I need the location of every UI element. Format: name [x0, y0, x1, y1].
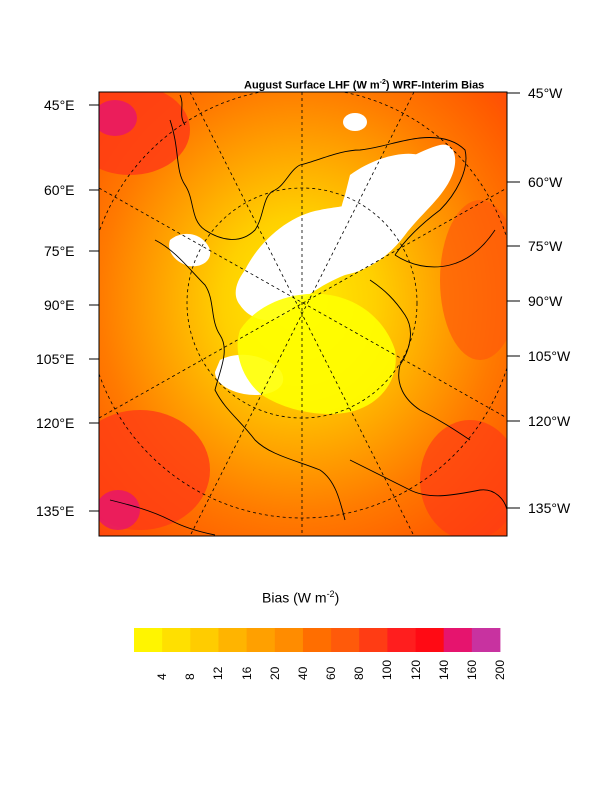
colorbar-tick-label: 40	[295, 666, 310, 680]
colorbar-swatch	[471, 628, 501, 652]
colorbar-swatch	[218, 628, 248, 652]
colorbar-tick-label: 8	[183, 673, 198, 680]
map-title: August Surface LHF (W m-2) WRF-Interim B…	[244, 79, 485, 92]
colorbar-title: Bias (W m-2)	[262, 589, 340, 606]
colorbar-tick-label: 16	[239, 666, 254, 680]
left-label-105e: 105°E	[36, 351, 75, 367]
colorbar-swatch	[415, 628, 445, 652]
right-label-45w: 45°W	[528, 85, 563, 101]
colorbar-tick-label: 160	[464, 659, 479, 680]
bias-patch-nw-peak	[99, 100, 137, 136]
bias-patch-ne	[440, 200, 507, 360]
colorbar-tick-label: 200	[493, 659, 507, 680]
left-label-120e: 120°E	[36, 415, 75, 431]
right-label-135w: 135°W	[528, 500, 571, 516]
colorbar-tick-label: 60	[324, 666, 339, 680]
bias-patch-sw-peak	[99, 490, 140, 530]
bias-patch-se	[420, 420, 507, 536]
graticule	[99, 92, 507, 536]
right-label-75w: 75°W	[528, 238, 563, 254]
axis-ticks	[89, 92, 520, 512]
colorbar-tick-label: 80	[352, 666, 367, 680]
colorbar-swatch	[162, 628, 191, 652]
colorbar-tick-label: 20	[267, 666, 282, 680]
left-label-75e: 75°E	[44, 243, 75, 259]
colorbar-tick-label: 140	[436, 659, 451, 680]
colorbar-swatch	[387, 628, 416, 652]
left-label-45e: 45°E	[44, 97, 75, 113]
colorbar-tick-label: 12	[211, 666, 226, 680]
left-label-90e: 90°E	[44, 297, 75, 313]
colorbar-swatch	[274, 628, 304, 652]
colorbar-tick-label: 4	[155, 673, 170, 680]
ice-region-greenland	[338, 153, 424, 245]
right-label-105w: 105°W	[528, 348, 571, 364]
colorbar-swatch	[246, 628, 276, 652]
colorbar-swatch	[190, 628, 219, 652]
pole-core	[237, 293, 396, 415]
ice-region-north	[343, 113, 367, 131]
colorbar-swatch	[443, 628, 473, 652]
colorbar	[134, 628, 501, 652]
colorbar-tick-label: 100	[380, 659, 395, 680]
colorbar-swatch	[331, 628, 360, 652]
right-label-60w: 60°W	[528, 174, 563, 190]
bias-patch-sw	[99, 410, 210, 530]
left-label-135e: 135°E	[36, 503, 75, 519]
right-label-90w: 90°W	[528, 293, 563, 309]
colorbar-tick-label: 120	[408, 659, 423, 680]
left-label-60e: 60°E	[44, 182, 75, 198]
colorbar-swatch	[359, 628, 388, 652]
colorbar-swatch	[134, 628, 163, 652]
map-frame	[98, 91, 508, 537]
right-label-120w: 120°W	[528, 413, 571, 429]
colorbar-swatch	[302, 628, 332, 652]
